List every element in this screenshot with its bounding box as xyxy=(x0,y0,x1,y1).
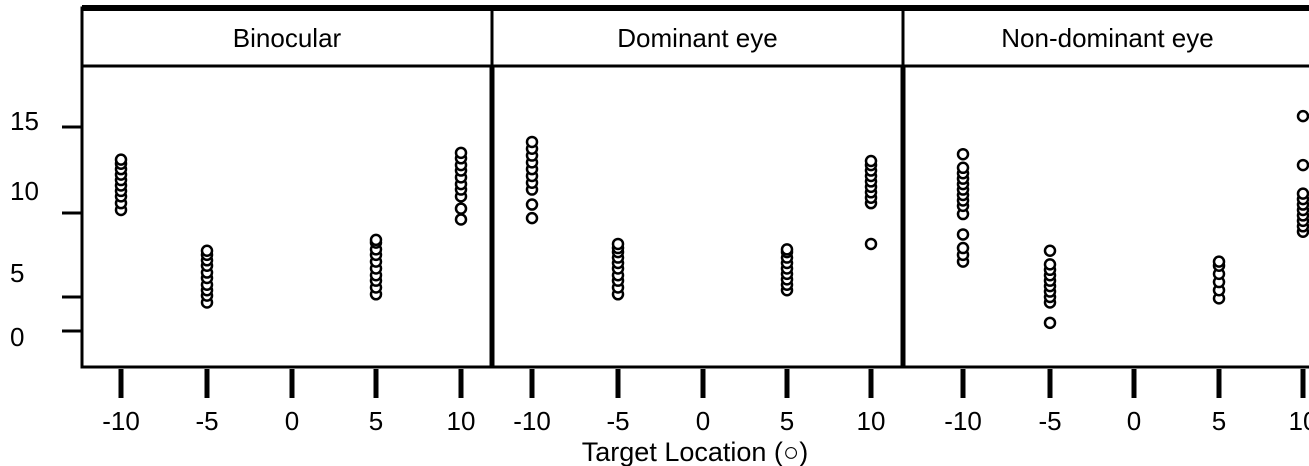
data-point xyxy=(864,237,878,251)
x-tick-label: -5 xyxy=(606,406,629,436)
data-point xyxy=(1212,255,1226,268)
data-points xyxy=(114,109,1309,330)
x-tick-label: 10 xyxy=(1289,406,1309,436)
panel-title: Dominant eye xyxy=(617,23,777,53)
data-point xyxy=(1043,316,1057,330)
data-point xyxy=(1296,109,1309,123)
y-tick-label: 5 xyxy=(10,258,24,288)
data-point xyxy=(369,233,383,247)
panel-title: Binocular xyxy=(233,23,342,53)
x-tick-label: 10 xyxy=(857,406,886,436)
panel-frame xyxy=(80,6,494,369)
data-point xyxy=(114,153,128,166)
data-point xyxy=(525,135,539,149)
data-point xyxy=(200,244,214,258)
panel-title: Non-dominant eye xyxy=(1001,23,1213,53)
data-point xyxy=(1043,244,1057,258)
y-axis: 0 5 10 15 xyxy=(10,106,82,352)
y-tick-label: 0 xyxy=(10,322,24,352)
x-tick-label: 5 xyxy=(780,406,794,436)
data-point xyxy=(1043,258,1057,271)
data-point xyxy=(864,154,878,168)
x-axis: -10 -5 0 5 10 -10 -5 0 5 10 -10 -5 0 5 10 xyxy=(102,369,1309,436)
data-point xyxy=(1296,158,1309,172)
x-tick-label: 0 xyxy=(1127,406,1141,436)
x-tick-label: 5 xyxy=(1212,406,1226,436)
data-point xyxy=(454,202,468,215)
data-point xyxy=(611,237,625,251)
x-tick-label: 10 xyxy=(447,406,476,436)
x-tick-label: -10 xyxy=(944,406,982,436)
x-tick-label: -10 xyxy=(102,406,140,436)
data-point xyxy=(525,211,539,225)
data-point xyxy=(1296,187,1309,200)
data-point xyxy=(454,213,468,226)
data-point xyxy=(956,147,970,161)
data-point xyxy=(780,243,794,256)
panel-frame xyxy=(490,6,905,369)
data-point xyxy=(956,228,970,241)
x-tick-label: -5 xyxy=(1038,406,1061,436)
data-point xyxy=(454,146,468,160)
x-tick-label: 5 xyxy=(369,406,383,436)
panel-frames: Binocular Dominant eye Non-dominant eye xyxy=(80,5,1309,369)
x-axis-label: Target Location (○) xyxy=(582,437,808,466)
x-tick-label: 0 xyxy=(696,406,710,436)
y-tick-label: 10 xyxy=(10,176,39,206)
x-tick-label: -10 xyxy=(513,406,551,436)
x-tick-label: 0 xyxy=(285,406,299,436)
data-point xyxy=(956,241,970,255)
x-tick-label: -5 xyxy=(195,406,218,436)
data-point xyxy=(525,198,539,211)
y-tick-label: 15 xyxy=(10,106,39,136)
data-point xyxy=(956,161,970,175)
